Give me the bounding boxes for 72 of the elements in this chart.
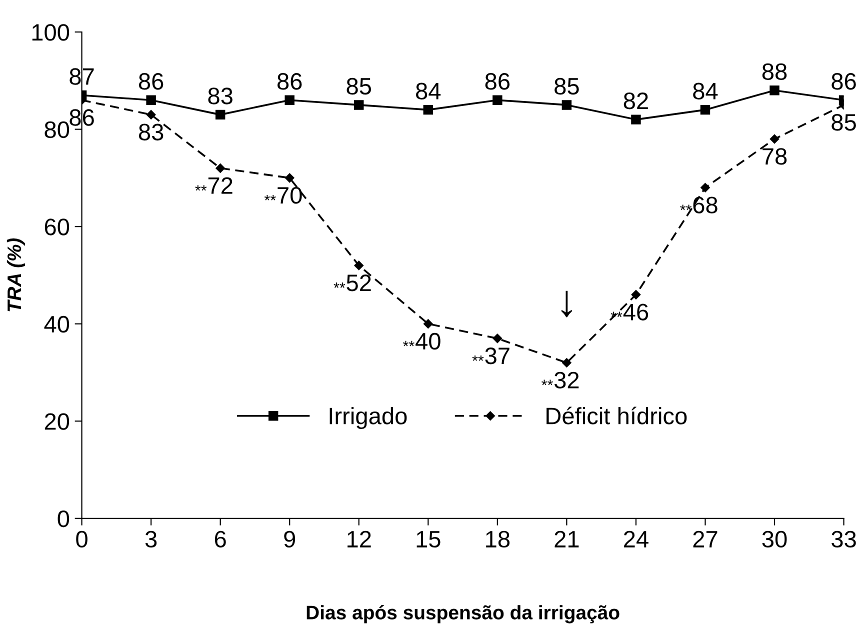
y-tick-label: 20 bbox=[44, 413, 70, 430]
point bbox=[770, 134, 780, 144]
point bbox=[354, 100, 364, 110]
point bbox=[562, 358, 572, 368]
data-label: 86 bbox=[278, 73, 302, 90]
data-label: 32 bbox=[554, 372, 579, 389]
point bbox=[424, 319, 433, 328]
point bbox=[562, 100, 572, 110]
data-label: 88 bbox=[762, 63, 787, 80]
data-label: 68 bbox=[693, 196, 718, 214]
point bbox=[700, 183, 710, 192]
x-tick-label: 9 bbox=[284, 530, 296, 548]
point bbox=[492, 95, 502, 105]
x-tick-label: 27 bbox=[693, 530, 718, 548]
point bbox=[631, 114, 641, 124]
legend-label: Déficit hídrico bbox=[546, 406, 687, 424]
x-tick-label: 3 bbox=[145, 530, 157, 548]
point bbox=[216, 164, 225, 173]
point bbox=[146, 95, 156, 105]
x-axis-title: Dias após suspensão da irrigação bbox=[306, 604, 620, 624]
y-tick-label: 60 bbox=[44, 218, 70, 236]
x-tick-label: 6 bbox=[214, 530, 226, 548]
y-tick-label: 100 bbox=[32, 24, 70, 41]
point bbox=[631, 290, 641, 300]
y-tick-label: 40 bbox=[44, 316, 70, 333]
annotation: ** bbox=[472, 355, 484, 361]
point bbox=[423, 104, 434, 115]
data-label: 85 bbox=[554, 78, 579, 95]
annotation: ** bbox=[334, 282, 346, 288]
legend-label: Irrigado bbox=[330, 407, 407, 430]
x-tick-label: 30 bbox=[762, 530, 787, 548]
data-label: 72 bbox=[208, 177, 232, 194]
data-label: 40 bbox=[416, 332, 440, 350]
point bbox=[284, 95, 294, 105]
data-label: 84 bbox=[416, 82, 441, 100]
point bbox=[492, 334, 502, 344]
annotation: ** bbox=[680, 204, 692, 210]
annotation: ↓ bbox=[561, 290, 572, 318]
data-label: 46 bbox=[623, 304, 648, 320]
point bbox=[215, 110, 226, 120]
data-label: 85 bbox=[346, 78, 372, 95]
point bbox=[700, 104, 710, 115]
data-label: 86 bbox=[832, 73, 856, 90]
y-tick-label: 0 bbox=[58, 510, 70, 528]
data-label: 37 bbox=[485, 347, 510, 364]
y-axis-title: TRA (%) bbox=[6, 238, 26, 312]
data-label: 82 bbox=[624, 92, 648, 110]
x-tick-label: 18 bbox=[486, 530, 510, 548]
annotation: ** bbox=[264, 194, 276, 200]
annotation: ** bbox=[195, 185, 207, 191]
x-tick-label: 33 bbox=[832, 530, 856, 548]
x-tick-label: 12 bbox=[348, 530, 371, 548]
y-tick-label: 80 bbox=[44, 121, 70, 138]
data-label: 86 bbox=[138, 73, 164, 90]
data-label: 52 bbox=[346, 274, 371, 292]
data-label: 70 bbox=[278, 186, 302, 204]
x-tick-label: 24 bbox=[624, 530, 648, 548]
annotation: ** bbox=[403, 340, 414, 346]
data-label: 83 bbox=[208, 88, 232, 104]
point bbox=[146, 110, 156, 120]
data-label: 83 bbox=[138, 124, 164, 140]
x-tick-label: 15 bbox=[416, 531, 440, 548]
data-label: 78 bbox=[762, 148, 787, 165]
annotation: ** bbox=[542, 380, 553, 386]
point bbox=[770, 86, 780, 96]
data-label: 85 bbox=[832, 114, 856, 131]
data-label: 86 bbox=[485, 73, 510, 90]
point bbox=[284, 173, 294, 183]
x-tick-label: 0 bbox=[76, 530, 88, 548]
x-tick-label: 21 bbox=[554, 530, 579, 548]
point bbox=[354, 260, 364, 270]
data-label: 84 bbox=[693, 82, 718, 100]
